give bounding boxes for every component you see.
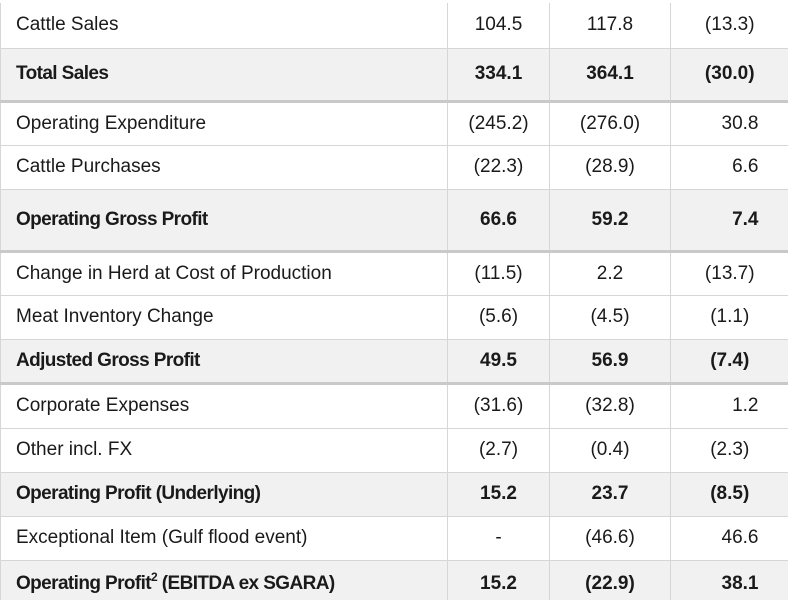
table-row: Corporate Expenses (31.6) (32.8) 1.2 (0, 383, 788, 429)
row-label: Exceptional Item (Gulf flood event) (0, 516, 448, 561)
value-col-3: 30.8 (670, 101, 788, 146)
row-label: Operating Expenditure (0, 101, 448, 146)
row-label: Cattle Sales (0, 3, 448, 49)
value-col-3: (7.4) (670, 339, 788, 385)
table-row: Other incl. FX (2.7) (0.4) (2.3) (0, 428, 788, 473)
table-row: Cattle Purchases (22.3) (28.9) 6.6 (0, 145, 788, 190)
value-col-1: (31.6) (447, 383, 550, 429)
value-col-2: 364.1 (549, 48, 671, 103)
row-label: Change in Herd at Cost of Production (0, 251, 448, 296)
table-row: Change in Herd at Cost of Production (11.… (0, 251, 788, 296)
value-col-1: - (447, 516, 550, 561)
value-col-2: 56.9 (549, 339, 671, 385)
row-label: Adjusted Gross Profit (0, 339, 448, 385)
row-label-text: Adjusted Gross Profit (16, 349, 200, 371)
value-col-2: (276.0) (549, 101, 671, 146)
row-label-text: Cattle Sales (16, 14, 119, 36)
value-col-3: (2.3) (670, 428, 788, 473)
value-col-3: (13.7) (670, 251, 788, 296)
value-col-3: (13.3) (670, 3, 788, 49)
table-row: Operating Profit2 (EBITDA ex SGARA) 15.2(… (0, 560, 788, 600)
value-col-2: (0.4) (549, 428, 671, 473)
footnote-marker: 2 (151, 569, 158, 584)
table-row: Total Sales 334.1 364.1 (30.0) (0, 48, 788, 103)
row-label-text: Other incl. FX (16, 439, 133, 460)
row-label-text: Operating Profit (16, 573, 152, 594)
value-col-2: 117.8 (549, 3, 671, 49)
table-row: Exceptional Item (Gulf flood event) - (46.… (0, 516, 788, 561)
value-col-1: (245.2) (447, 101, 550, 146)
value-col-1: 15.2 (447, 472, 550, 517)
value-col-1: 104.5 (447, 3, 550, 49)
row-label-text: Operating Expenditure (16, 112, 207, 134)
row-label: Other incl. FX (0, 428, 448, 473)
row-label: Cattle Purchases (0, 145, 448, 190)
value-col-3: 46.6 (670, 516, 788, 561)
row-label-text: Operating Profit (Underlying) (16, 483, 261, 504)
value-col-2: (46.6) (549, 516, 671, 561)
row-label: Operating Profit (Underlying) (0, 472, 448, 517)
value-col-1: 66.6 (447, 189, 550, 253)
value-col-3: 7.4 (670, 189, 788, 253)
value-col-1: 49.5 (447, 339, 550, 385)
value-col-3: (8.5) (670, 472, 788, 517)
row-label-text: Cattle Purchases (16, 156, 161, 177)
row-label-text: Exceptional Item (Gulf flood event) (16, 527, 308, 548)
table-body: Cattle Sales 104.5 117.8 (13.3) Total Sales 3… (0, 3, 788, 600)
value-col-3: 1.2 (670, 383, 788, 429)
row-label: Corporate Expenses (0, 383, 448, 429)
value-col-3: 38.1 (670, 560, 788, 600)
value-col-2: 2.2 (549, 251, 671, 296)
row-label-text: Meat Inventory Change (16, 306, 214, 327)
row-label: Operating Gross Profit (0, 189, 448, 253)
value-col-1: (5.6) (447, 295, 550, 340)
value-col-3: (1.1) (670, 295, 788, 340)
row-label-text: Change in Herd at Cost of Production (16, 262, 332, 284)
value-col-3: 6.6 (670, 145, 788, 190)
table-row: Operating Gross Profit 66.6 59.2 7.4 (0, 189, 788, 253)
value-col-2: 23.7 (549, 472, 671, 517)
table-row: Adjusted Gross Profit 49.5 56.9 (7.4) (0, 339, 788, 385)
table-row: Meat Inventory Change (5.6) (4.5) (1.1) (0, 295, 788, 340)
table-row: Cattle Sales 104.5 117.8 (13.3) (0, 3, 788, 49)
row-label: Meat Inventory Change (0, 295, 448, 340)
row-label-text: Corporate Expenses (16, 395, 190, 416)
row-label: Total Sales (0, 48, 448, 103)
value-col-2: (4.5) (549, 295, 671, 340)
value-col-2: (32.8) (549, 383, 671, 429)
value-col-2: (22.9) (549, 560, 671, 600)
value-col-1: (22.3) (447, 145, 550, 190)
value-col-3: (30.0) (670, 48, 788, 103)
value-col-2: (28.9) (549, 145, 671, 190)
value-col-1: 334.1 (447, 48, 550, 103)
value-col-1: 15.2 (447, 560, 550, 600)
value-col-1: (2.7) (447, 428, 550, 473)
row-label-suffix: (EBITDA ex SGARA) (157, 573, 335, 594)
financial-summary-table: Cattle Sales 104.5 117.8 (13.3) Total Sales 3… (0, 3, 788, 600)
value-col-1: (11.5) (447, 251, 550, 296)
table-row: Operating Expenditure (245.2) (276.0) 30.8 (0, 101, 788, 146)
row-label: Operating Profit2 (EBITDA ex SGARA) (0, 560, 448, 600)
table-row: Operating Profit (Underlying) 15.2 23.7 (8.… (0, 472, 788, 517)
value-col-2: 59.2 (549, 189, 671, 253)
row-label-text: Operating Gross Profit (16, 208, 208, 230)
row-label-text: Total Sales (16, 63, 109, 84)
